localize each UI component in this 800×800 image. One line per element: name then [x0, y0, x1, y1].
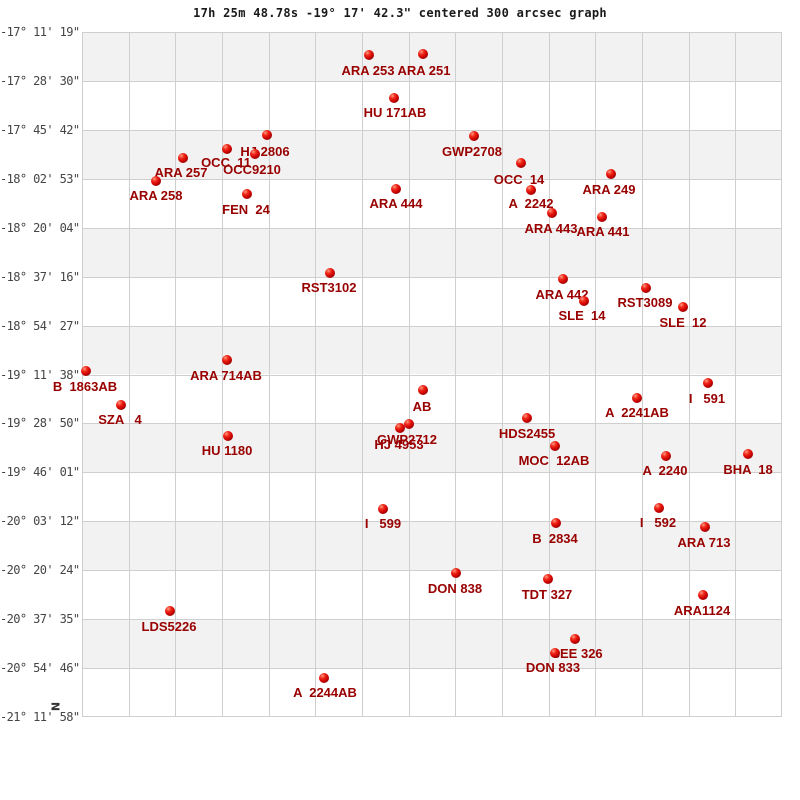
gridline-horizontal [82, 716, 782, 717]
gridline-horizontal [82, 277, 782, 278]
gridline-vertical [409, 32, 410, 717]
gridline-horizontal [82, 472, 782, 473]
gridline-horizontal [82, 619, 782, 620]
grid-band [82, 619, 782, 669]
gridline-horizontal [82, 668, 782, 669]
y-axis-tick-label: -18° 54' 27" [0, 318, 80, 333]
y-axis-tick-label: -19° 46' 01" [0, 465, 80, 480]
gridline-vertical [549, 32, 550, 717]
y-axis-tick-label: -18° 37' 16" [0, 269, 80, 284]
y-axis-tick-label: -20° 03' 12" [0, 514, 80, 529]
gridline-vertical [129, 32, 130, 717]
gridline-horizontal [82, 81, 782, 82]
y-axis-tick-label: -19° 11' 38" [0, 367, 80, 382]
north-indicator: N [48, 701, 62, 712]
gridline-vertical [595, 32, 596, 717]
gridline-vertical [735, 32, 736, 717]
gridline-vertical [502, 32, 503, 717]
chart-title: 17h 25m 48.78s -19° 17' 42.3" centered 3… [193, 6, 607, 20]
gridline-horizontal [82, 32, 782, 33]
y-axis-tick-label: -18° 20' 04" [0, 220, 80, 235]
y-axis-tick-label: -20° 54' 46" [0, 661, 80, 676]
gridline-horizontal [82, 179, 782, 180]
y-axis-tick-label: -20° 20' 24" [0, 563, 80, 578]
gridline-horizontal [82, 375, 782, 376]
y-axis-tick-label: -21° 11' 58" [0, 710, 80, 724]
gridline-vertical [269, 32, 270, 717]
gridline-horizontal [82, 326, 782, 327]
grid-band [82, 129, 782, 179]
y-axis-tick-label: -18° 02' 53" [0, 171, 80, 186]
y-axis-tick-label: -17° 28' 30" [0, 73, 80, 88]
gridline-horizontal [82, 423, 782, 424]
grid-band [82, 325, 782, 375]
y-axis-tick-label: -17° 45' 42" [0, 122, 80, 137]
gridline-horizontal [82, 570, 782, 571]
y-axis-tick-label: -17° 11' 19" [0, 25, 80, 39]
grid-band [82, 521, 782, 571]
y-axis-tick-label: -19° 28' 50" [0, 416, 80, 431]
gridline-vertical [222, 32, 223, 717]
grid-band [82, 227, 782, 277]
gridline-horizontal [82, 228, 782, 229]
gridline-vertical [689, 32, 690, 717]
gridline-vertical [315, 32, 316, 717]
grid-band [82, 423, 782, 473]
gridline-horizontal [82, 521, 782, 522]
gridline-vertical [175, 32, 176, 717]
grid-band [82, 32, 782, 81]
gridline-vertical [362, 32, 363, 717]
gridline-vertical [455, 32, 456, 717]
y-axis-tick-label: -20° 37' 35" [0, 612, 80, 627]
gridline-vertical [781, 32, 782, 717]
gridline-vertical [642, 32, 643, 717]
gridline-horizontal [82, 130, 782, 131]
plot-area [82, 32, 782, 717]
